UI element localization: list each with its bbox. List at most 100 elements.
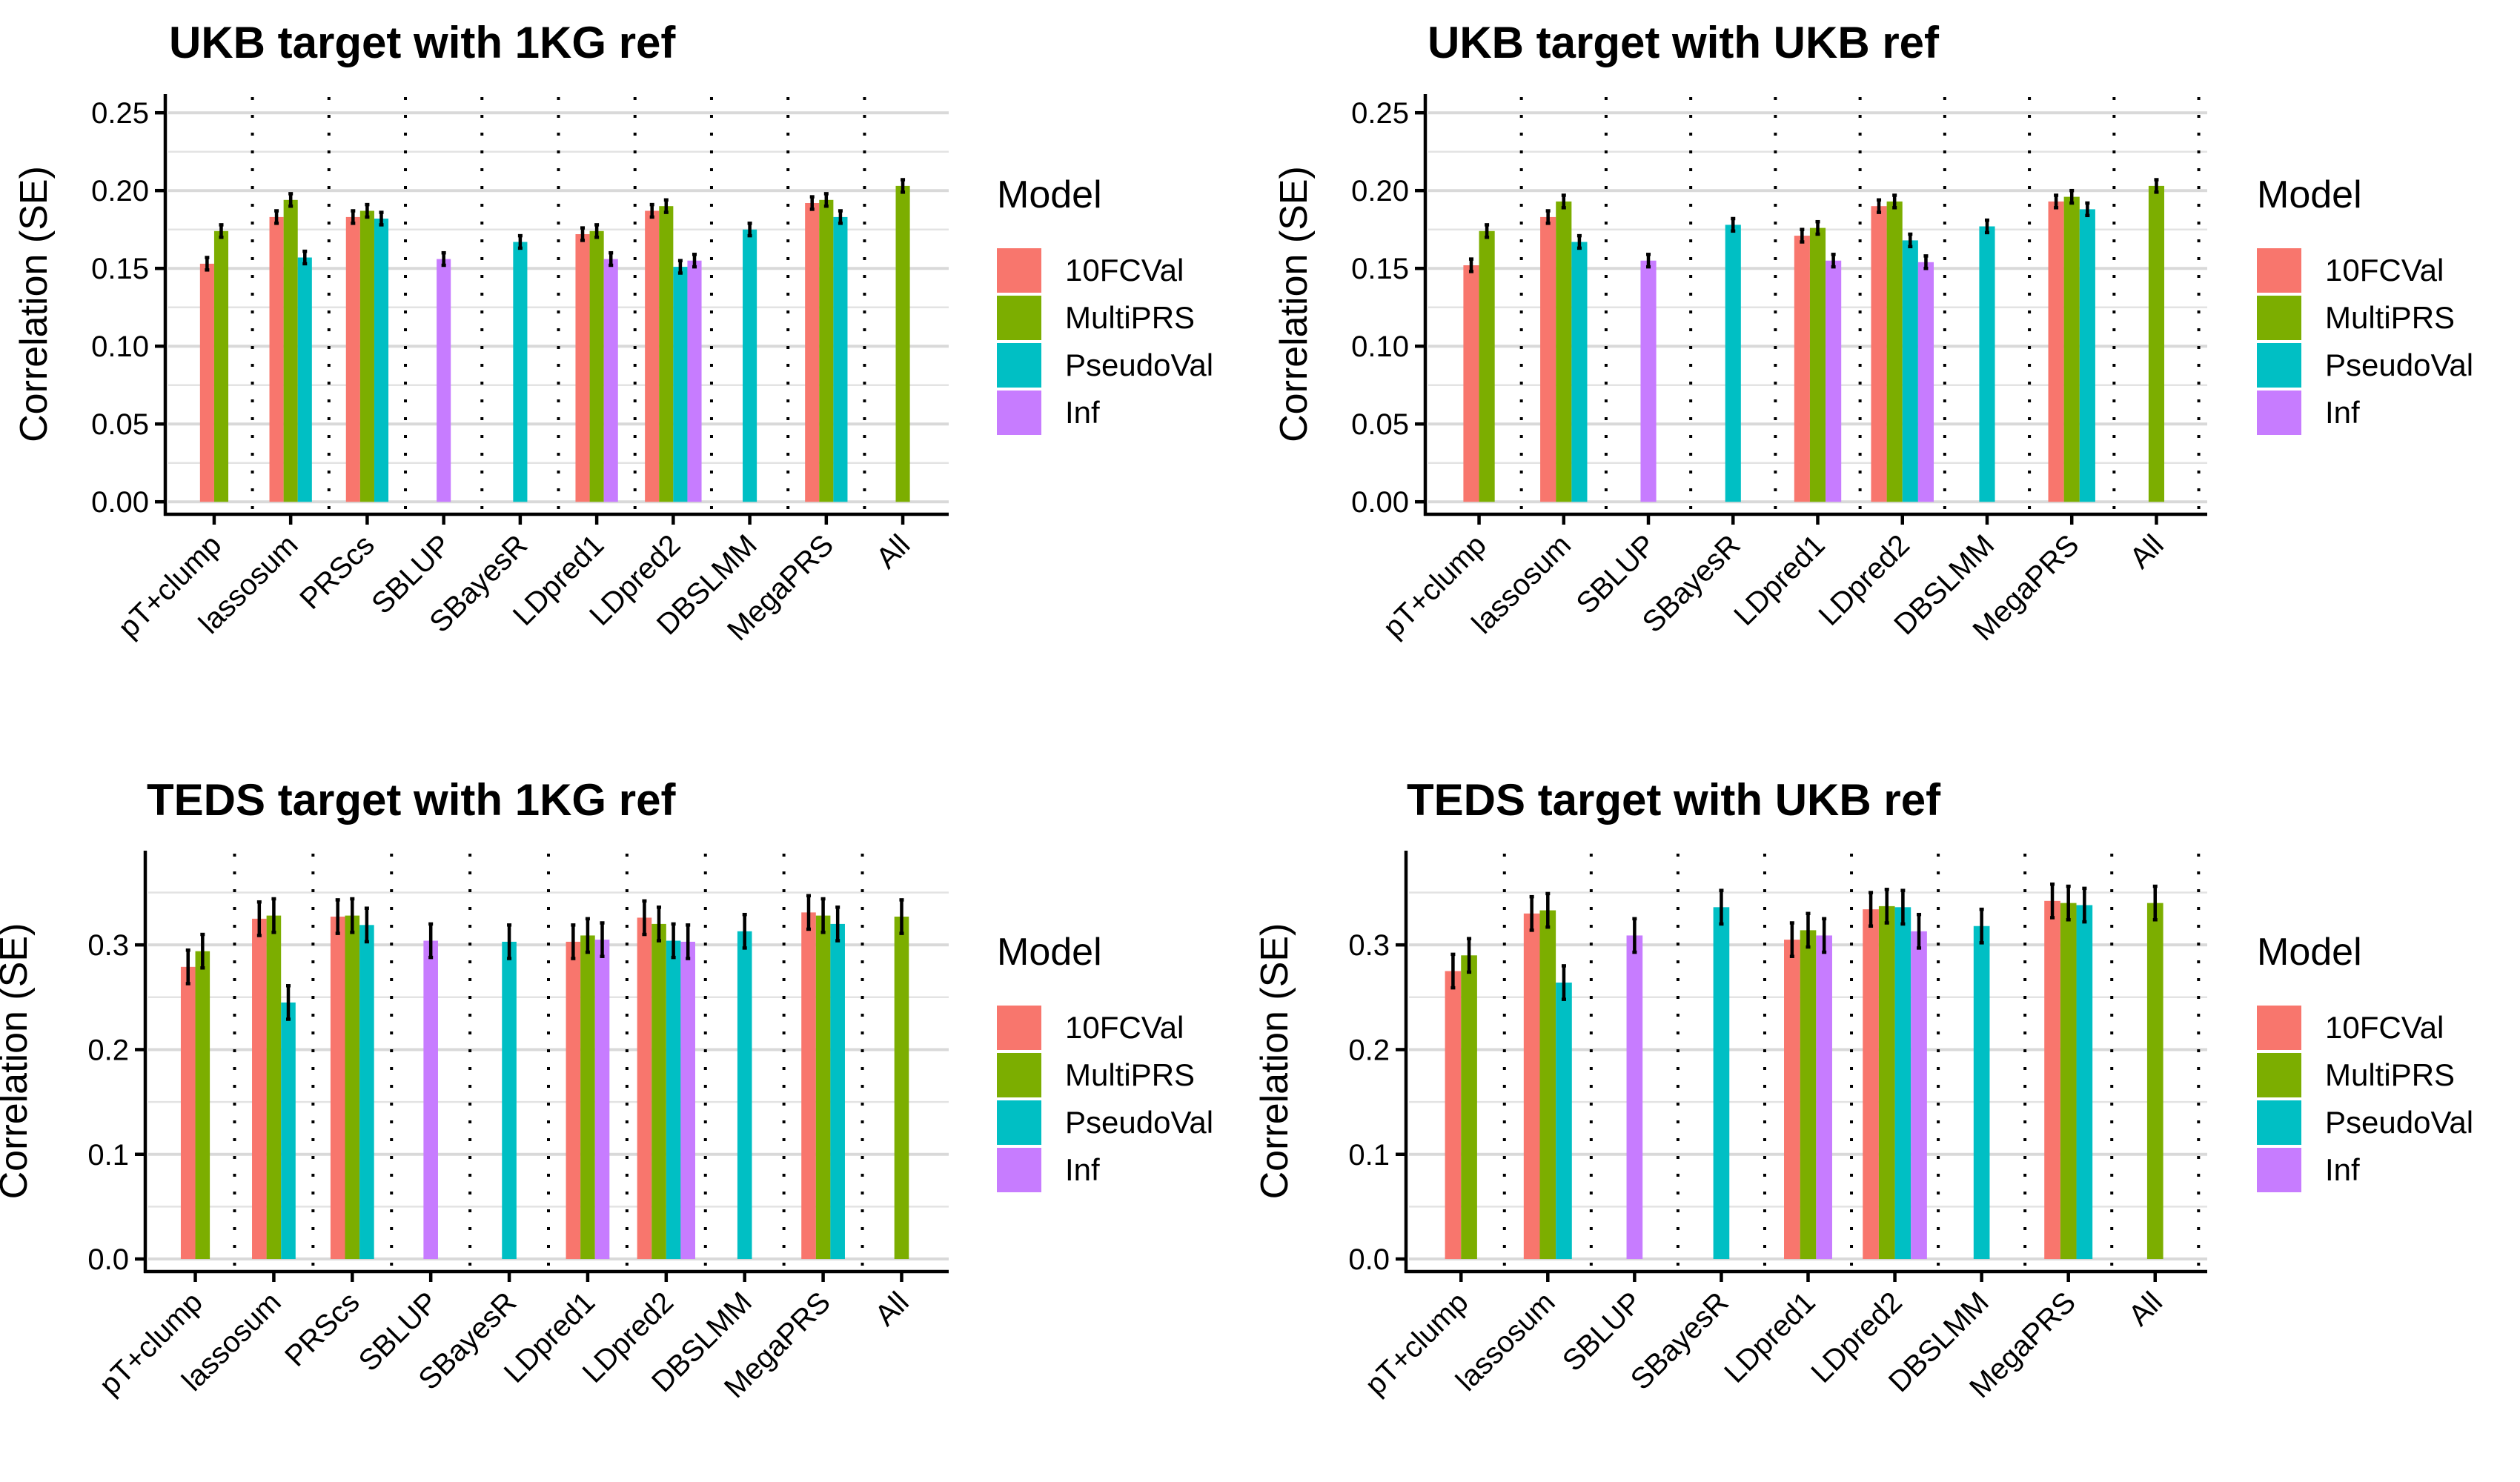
bar-ldpred2-pseudoval (1902, 240, 1918, 502)
legend-key-10fcval (997, 1006, 1041, 1050)
y-tick-label: 0.0 (87, 1243, 129, 1276)
bar-megaprs-pseudoval (2079, 209, 2095, 502)
bar-ldpred1-10fcval (575, 234, 590, 502)
y-axis-title: Correlation (SE) (0, 923, 36, 1200)
legend-label: 10FCVal (2325, 253, 2444, 288)
legend-label: MultiPRS (1065, 1057, 1195, 1092)
y-tick-label: 0.15 (91, 253, 149, 285)
bar-all-multiprs (2148, 185, 2165, 502)
legend-key-10fcval (2257, 1006, 2301, 1050)
legend-label: Inf (2325, 395, 2360, 430)
bar-pt-clump-multiprs (1461, 955, 1477, 1260)
legend-key-pseudoval (2257, 343, 2301, 388)
legend-key-inf (997, 1148, 1041, 1192)
bar-ldpred1-10fcval (566, 941, 581, 1260)
bar-prscs-10fcval (330, 917, 345, 1260)
y-tick-label: 0.15 (1351, 253, 1409, 285)
y-tick-label: 0.05 (1351, 408, 1409, 441)
legend-key-inf (2257, 391, 2301, 435)
bar-ldpred1-10fcval (1794, 236, 1810, 502)
bar-ldpred2-inf (1911, 931, 1927, 1260)
bar-all-multiprs (894, 917, 909, 1260)
y-tick-label: 0.10 (1351, 330, 1409, 363)
bar-lassosum-multiprs (1539, 910, 1556, 1260)
bar-all-multiprs (895, 185, 910, 502)
panel-title: UKB target with 1KG ref (169, 18, 676, 67)
bar-sblup-inf (1626, 935, 1643, 1260)
y-tick-label: 0.00 (91, 486, 149, 519)
bar-ldpred1-multiprs (1809, 227, 1826, 502)
bar-megaprs-multiprs (819, 199, 834, 502)
bar-ldpred2-inf (680, 941, 695, 1260)
y-tick-label: 0.1 (1348, 1139, 1390, 1172)
legend-key-pseudoval (2257, 1100, 2301, 1145)
bar-pt-clump-10fcval (180, 966, 196, 1260)
bar-ldpred2-pseudoval (1894, 907, 1911, 1260)
bar-sblup-inf (1640, 260, 1657, 502)
bar-megaprs-10fcval (2048, 201, 2064, 502)
bar-megaprs-10fcval (801, 912, 816, 1260)
legend: 10FCVal MultiPRS PseudoVal Inf (997, 248, 1213, 435)
y-tick-label: 0.2 (87, 1034, 129, 1066)
bar-lassosum-10fcval (252, 918, 267, 1260)
legend-label: 10FCVal (2325, 1010, 2444, 1045)
bar-megaprs-10fcval (805, 203, 820, 502)
bar-sbayesr-pseudoval (1713, 907, 1730, 1260)
panel-title: TEDS target with 1KG ref (147, 775, 676, 825)
bar-dbslmm-pseudoval (1979, 226, 1995, 502)
legend-key-multiprs (997, 296, 1041, 340)
bar-prscs-pseudoval (374, 219, 389, 502)
y-tick-label: 0.3 (1348, 929, 1390, 962)
bar-megaprs-pseudoval (830, 923, 845, 1260)
legend-label: PseudoVal (2325, 348, 2473, 382)
bar-ldpred1-inf (1826, 260, 1842, 502)
legend-title: Model (2257, 931, 2362, 974)
bar-sbayesr-pseudoval (502, 941, 517, 1260)
legend-key-inf (2257, 1148, 2301, 1192)
bar-ldpred2-inf (687, 260, 702, 502)
bar-pt-clump-multiprs (213, 230, 229, 502)
legend-label: Inf (1065, 1152, 1100, 1187)
bar-lassosum-pseudoval (1571, 242, 1588, 502)
legend: 10FCVal MultiPRS PseudoVal Inf (997, 1006, 1213, 1192)
legend: 10FCVal MultiPRS PseudoVal Inf (2257, 248, 2473, 435)
bar-megaprs-multiprs (2060, 903, 2077, 1260)
legend-key-pseudoval (997, 1100, 1041, 1145)
bar-dbslmm-pseudoval (1973, 926, 1990, 1260)
legend-key-multiprs (2257, 296, 2301, 340)
bar-pt-clump-multiprs (195, 951, 210, 1260)
bar-dbslmm-pseudoval (737, 931, 752, 1260)
bar-ldpred2-multiprs (651, 923, 666, 1260)
bar-prscs-multiprs (345, 915, 360, 1260)
legend-key-multiprs (2257, 1053, 2301, 1097)
bar-ldpred2-10fcval (1863, 909, 1879, 1260)
legend-label: Inf (1065, 395, 1100, 430)
bar-megaprs-10fcval (2044, 900, 2060, 1260)
y-tick-label: 0.20 (1351, 175, 1409, 207)
bar-lassosum-10fcval (269, 216, 284, 502)
legend-label: PseudoVal (1065, 348, 1213, 382)
bar-prscs-10fcval (345, 216, 360, 502)
bar-ldpred1-inf (594, 940, 610, 1260)
bar-megaprs-multiprs (815, 915, 831, 1260)
bar-ldpred1-inf (1816, 935, 1832, 1260)
bar-lassosum-multiprs (1556, 201, 1572, 502)
y-tick-label: 0.05 (91, 408, 149, 441)
bar-sbayesr-pseudoval (1725, 225, 1741, 502)
panel-title: UKB target with UKB ref (1428, 18, 1940, 67)
legend-key-pseudoval (997, 343, 1041, 388)
bar-sblup-inf (437, 259, 451, 502)
bar-ldpred1-inf (603, 259, 618, 502)
bar-ldpred2-10fcval (637, 917, 652, 1260)
bar-lassosum-10fcval (1540, 216, 1556, 502)
legend-key-10fcval (2257, 248, 2301, 293)
legend-label: PseudoVal (2325, 1105, 2473, 1140)
legend: 10FCVal MultiPRS PseudoVal Inf (2257, 1006, 2473, 1192)
bar-pt-clump-10fcval (1445, 971, 1462, 1260)
bar-lassosum-multiprs (266, 915, 282, 1260)
panel-title: TEDS target with UKB ref (1407, 775, 1941, 825)
y-tick-label: 0.25 (1351, 97, 1409, 130)
bar-ldpred2-10fcval (645, 210, 660, 502)
bar-dbslmm-pseudoval (743, 229, 757, 502)
